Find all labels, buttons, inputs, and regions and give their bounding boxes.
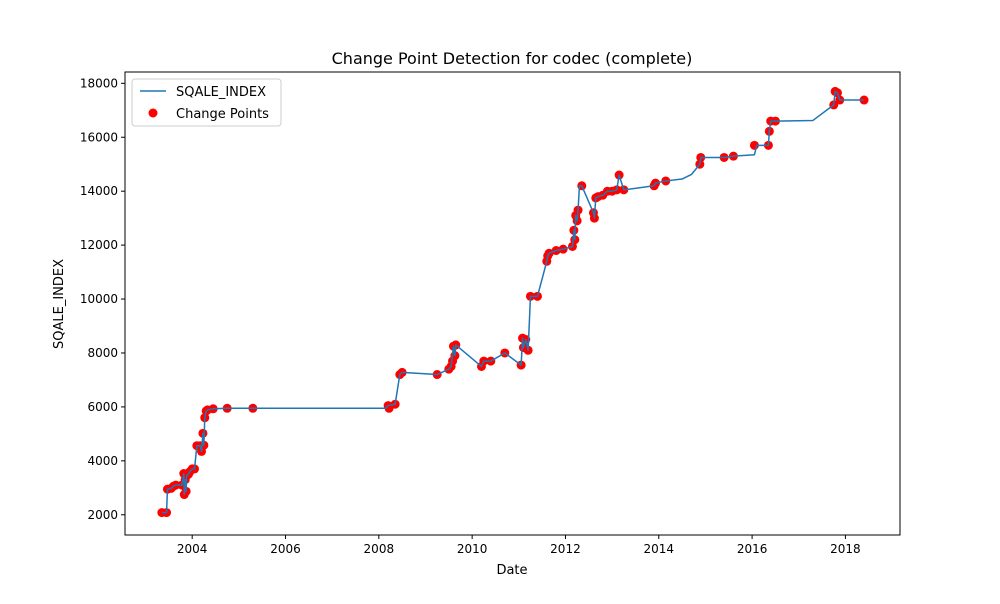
x-tick-label: 2014 xyxy=(644,542,675,556)
plot-area xyxy=(157,86,869,518)
y-tick-label: 14000 xyxy=(80,184,118,198)
x-tick-label: 2016 xyxy=(737,542,768,556)
y-tick-label: 6000 xyxy=(87,400,118,414)
x-tick-label: 2018 xyxy=(830,542,861,556)
legend: SQALE_INDEX Change Points xyxy=(131,78,282,127)
axes-frame xyxy=(124,71,901,536)
y-tick-label: 18000 xyxy=(80,76,118,90)
y-tick-label: 10000 xyxy=(80,292,118,306)
change-point-marker xyxy=(859,95,869,105)
chart-title: Change Point Detection for codec (comple… xyxy=(332,49,693,68)
x-axis: 2004 2006 2008 2010 2012 2014 2016 2018 xyxy=(177,535,861,556)
x-tick-label: 2012 xyxy=(550,542,581,556)
legend-label-change-points: Change Points xyxy=(176,107,269,122)
x-axis-label: Date xyxy=(496,563,527,578)
y-tick-label: 8000 xyxy=(87,346,118,360)
x-tick-label: 2006 xyxy=(270,542,301,556)
x-tick-label: 2008 xyxy=(364,542,395,556)
sqale-index-line xyxy=(161,90,865,514)
y-tick-label: 2000 xyxy=(87,508,118,522)
y-tick-label: 16000 xyxy=(80,130,118,144)
legend-box xyxy=(131,78,282,127)
y-tick-label: 12000 xyxy=(80,238,118,252)
y-tick-label: 4000 xyxy=(87,454,118,468)
y-axis-label: SQALE_INDEX xyxy=(52,259,67,349)
y-axis: 2000 4000 6000 8000 10000 12000 14000 16000 1800… xyxy=(80,76,125,522)
x-tick-label: 2004 xyxy=(177,542,208,556)
x-tick-label: 2010 xyxy=(457,542,488,556)
legend-marker-swatch xyxy=(148,108,158,118)
legend-label-sqale-index: SQALE_INDEX xyxy=(176,85,266,100)
